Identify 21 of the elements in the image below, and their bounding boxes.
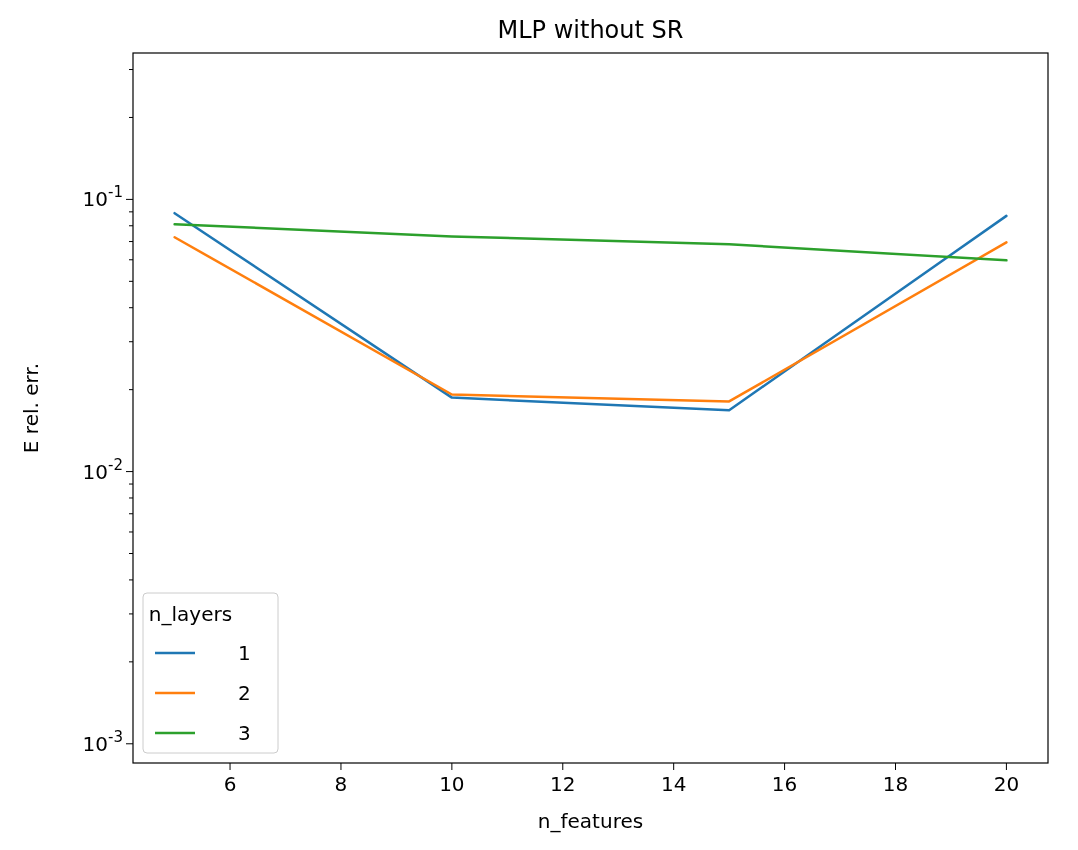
x-tick-label: 12 (550, 772, 576, 796)
y-tick-label: 10$^{-1}$ (82, 183, 123, 212)
line-series (173, 211, 1008, 412)
legend-title: n_layers (148, 602, 233, 626)
line-series (173, 223, 1008, 262)
legend-label: 2 (238, 681, 251, 705)
x-tick-label: 16 (771, 772, 798, 796)
x-tick-label: 10 (439, 772, 465, 796)
x-tick-label: 8 (334, 772, 348, 796)
y-axis-title: E rel. err. (19, 362, 43, 454)
y-tick-label: 10$^{-3}$ (82, 727, 123, 756)
legend-label: 3 (238, 721, 251, 745)
legend-label: 1 (238, 641, 251, 665)
x-tick-label: 20 (993, 772, 1020, 796)
x-axis-title: n_features (537, 809, 644, 833)
line-series (173, 236, 1008, 403)
x-tick-label: 14 (660, 772, 687, 796)
y-tick-label: 10$^{-2}$ (82, 455, 123, 484)
x-tick-label: 6 (223, 772, 237, 796)
chart-title: MLP without SR (497, 16, 684, 44)
x-tick-label: 18 (882, 772, 909, 796)
